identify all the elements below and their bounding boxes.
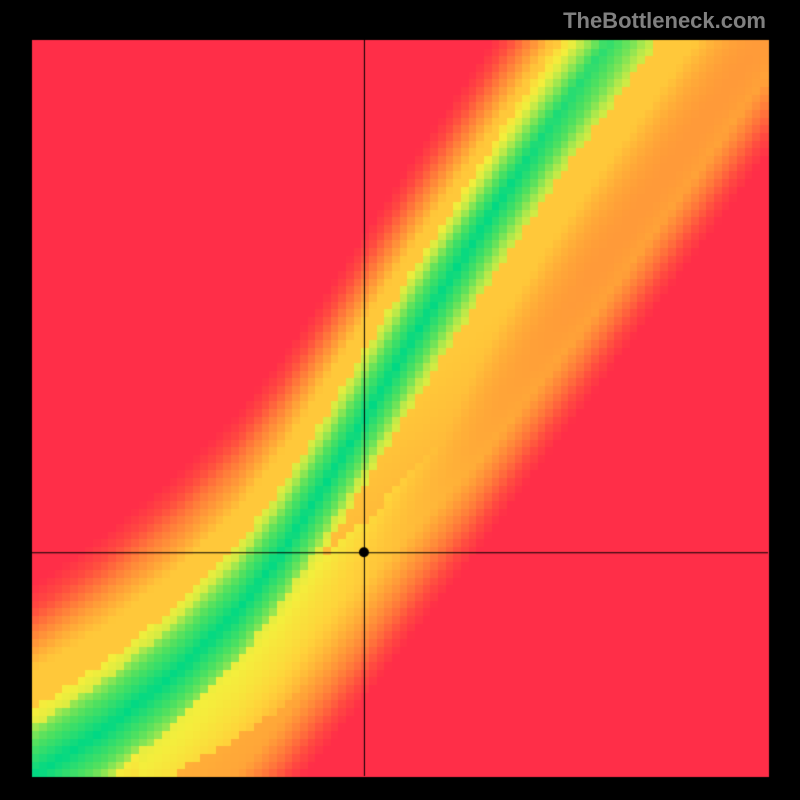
- bottleneck-heatmap: [0, 0, 800, 800]
- chart-container: TheBottleneck.com: [0, 0, 800, 800]
- watermark-label: TheBottleneck.com: [563, 8, 766, 34]
